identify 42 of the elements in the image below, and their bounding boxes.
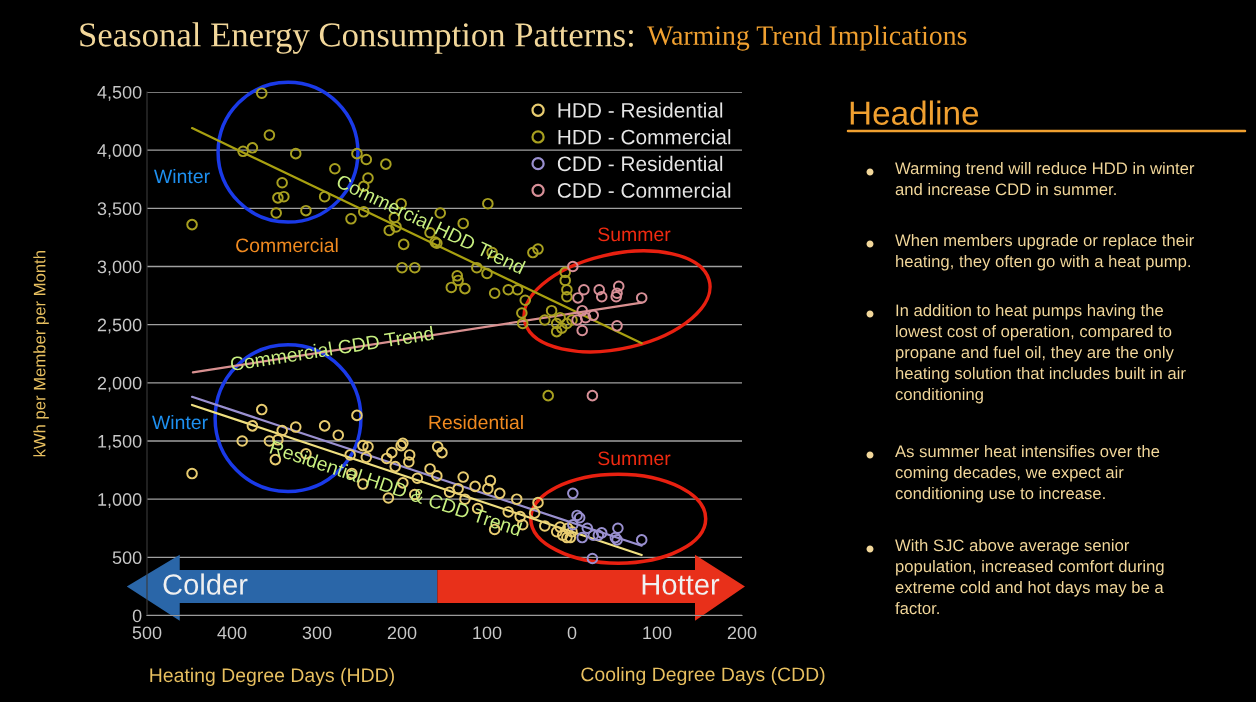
x-tick-label: 200 [727, 626, 757, 640]
legend-label: HDD - Residential [558, 102, 723, 118]
text: When members upgrade or replace their heating, they often go with a heat pump. [895, 234, 1194, 271]
x-axis-title: Heating Degree Days (HDD) [150, 667, 394, 686]
y-tick-label: 500 [112, 551, 142, 565]
y-tick-label: 4,000 [97, 144, 142, 160]
annotation: Winter [152, 414, 208, 430]
y-tick-label: 2,000 [97, 376, 142, 392]
text: Warming trend will reduce HDD in winter and increase CDD in summer. [895, 162, 1195, 196]
x-tick-label: 300 [302, 626, 332, 640]
text: Cooling Degree Days (CDD) [581, 666, 825, 686]
legend-label: CDD - Residential [557, 155, 723, 172]
x-tick-label: 200 [387, 626, 417, 640]
chart-title: Seasonal Energy Consumption Patterns: [80, 22, 633, 54]
y-axis-title: kWh per Member per Month [33, 251, 49, 457]
text: In addition to heat pumps having the lowest cost of operation, compared to propane and fuel oil, they are the only heating solution that includes built in air conditioning [895, 304, 1186, 404]
text: Headline [850, 100, 979, 125]
y-tick-label: 1,000 [98, 493, 142, 509]
x-tick-label: 500 [132, 626, 162, 640]
annotation: Summer [598, 227, 671, 242]
x-tick-label: 100 [473, 626, 502, 640]
annotation: Winter [154, 168, 210, 184]
text: With SJC above average senior population, increased comfort during extreme cold and hot days may be a factor. [895, 539, 1164, 615]
annotation: Colder [163, 573, 248, 595]
y-tick-label: 3,500 [97, 202, 142, 218]
text: As summer heat intensifies over the coming decades, we expect air conditioning use to increase. [895, 445, 1160, 503]
y-tick-label: 2,500 [97, 318, 142, 334]
x-tick-label: 100 [643, 626, 672, 640]
legend-label: CDD - Commercial [557, 182, 731, 198]
annotation: Hotter [642, 574, 720, 595]
y-tick-label: 3,000 [97, 260, 142, 276]
annotation: Summer [598, 451, 671, 466]
annotation: Commercial CDD Trend [229, 325, 434, 372]
y-tick-label: 4,500 [97, 85, 142, 101]
text: Warming Trend Implications [647, 25, 967, 51]
x-tick-label: 400 [217, 626, 247, 640]
y-tick-label: 0 [132, 609, 142, 623]
annotation: Commercial [236, 237, 338, 253]
y-tick-label: 1,500 [98, 434, 142, 450]
x-tick-label: 0 [567, 626, 577, 640]
legend-label: HDD - Commercial [558, 129, 731, 145]
annotation: Residential [429, 414, 523, 430]
